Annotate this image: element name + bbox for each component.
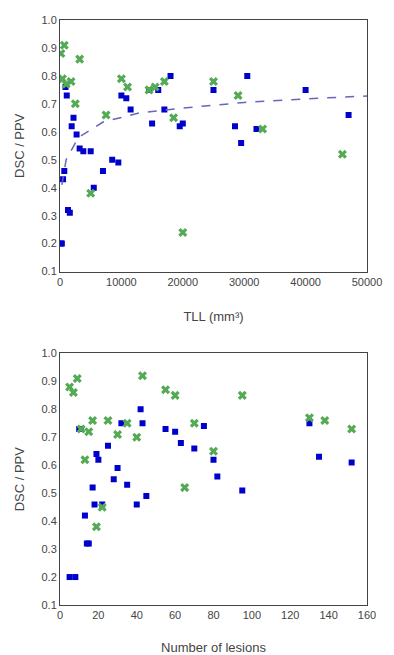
svg-text:0.8: 0.8 [42,70,57,82]
svg-text:0.6: 0.6 [42,459,57,471]
svg-text:0: 0 [57,609,63,621]
svg-text:DSC / PPV: DSC / PPV [12,447,27,512]
svg-text:120: 120 [281,609,299,621]
svg-text:0.5: 0.5 [42,154,57,166]
svg-text:0.5: 0.5 [42,487,57,499]
svg-text:0.7: 0.7 [42,98,57,110]
svg-text:50000: 50000 [352,276,383,288]
svg-text:0.9: 0.9 [42,375,57,387]
svg-text:0.9: 0.9 [42,42,57,54]
svg-text:10000: 10000 [106,276,137,288]
svg-text:0.3: 0.3 [42,543,57,555]
svg-text:0.2: 0.2 [42,237,57,249]
svg-text:DSC / PPV: DSC / PPV [12,113,27,178]
svg-text:0.1: 0.1 [42,599,57,611]
svg-text:40: 40 [131,609,143,621]
svg-text:20000: 20000 [168,276,199,288]
svg-text:0.3: 0.3 [42,210,57,222]
svg-text:80: 80 [207,609,219,621]
svg-text:0.1: 0.1 [42,265,57,277]
svg-text:0.8: 0.8 [42,403,57,415]
svg-text:0.2: 0.2 [42,571,57,583]
svg-text:TLL (mm³): TLL (mm³) [183,309,243,324]
svg-text:100: 100 [243,609,261,621]
svg-text:20: 20 [92,609,104,621]
svg-text:40000: 40000 [290,276,321,288]
svg-text:60: 60 [169,609,181,621]
svg-text:0.4: 0.4 [42,515,57,527]
svg-text:1.0: 1.0 [42,347,57,359]
svg-text:Number of lesions: Number of lesions [161,640,266,655]
svg-text:0.6: 0.6 [42,126,57,138]
svg-text:0.7: 0.7 [42,431,57,443]
svg-text:30000: 30000 [229,276,260,288]
svg-text:0: 0 [57,276,63,288]
svg-text:1.0: 1.0 [42,14,57,26]
svg-text:140: 140 [319,609,337,621]
svg-text:160: 160 [358,609,376,621]
svg-text:0.4: 0.4 [42,182,57,194]
